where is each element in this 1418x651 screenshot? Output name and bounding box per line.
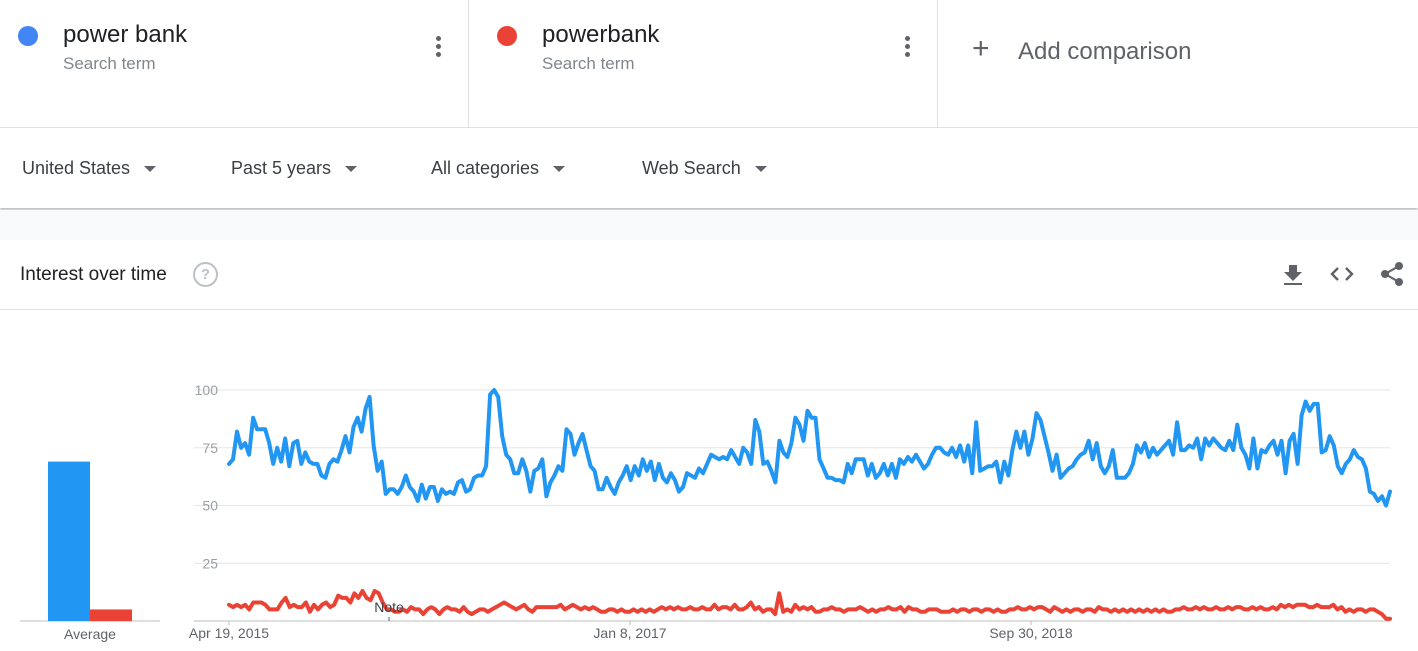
y-tick-label: 100 — [195, 382, 219, 398]
category-value: All categories — [431, 158, 540, 178]
category-dropdown[interactable]: All categories — [431, 158, 566, 179]
time-range-value: Past 5 years — [231, 158, 332, 178]
search-term-card-2[interactable]: powerbank Search term — [469, 0, 938, 127]
x-tick-label: Apr 19, 2015 — [189, 625, 269, 641]
section-gap — [0, 210, 1418, 240]
widget-title: Interest over time — [20, 264, 167, 285]
interest-over-time-chart: Average 25 50 75 100 Apr 19, 2015 Jan 8, 2017… — [20, 382, 1392, 642]
time-range-dropdown[interactable]: Past 5 years — [231, 158, 358, 179]
series-line-2 — [227, 589, 1392, 621]
average-bar-chart: Average — [20, 461, 160, 642]
more-vert-icon[interactable] — [905, 36, 911, 60]
add-comparison-label: Add comparison — [1018, 38, 1192, 65]
y-tick-label: 75 — [202, 440, 218, 456]
series-color-dot — [497, 26, 517, 46]
embed-icon[interactable] — [1328, 260, 1356, 288]
filter-bar: United States Past 5 years All categorie… — [0, 128, 1418, 208]
region-dropdown[interactable]: United States — [22, 158, 157, 179]
search-type-value: Web Search — [642, 158, 741, 178]
download-icon[interactable] — [1279, 260, 1307, 288]
more-vert-icon[interactable] — [436, 36, 442, 60]
search-term-card-1[interactable]: power bank Search term — [0, 0, 469, 127]
dropdown-arrow-icon — [345, 165, 358, 172]
search-term-name[interactable]: powerbank — [542, 21, 660, 48]
interest-over-time-widget: Interest over time ? Average 25 50 75 100 Ap… — [0, 240, 1418, 651]
y-tick-label: 50 — [202, 498, 218, 514]
series-color-dot — [18, 26, 38, 46]
series-line-1 — [227, 388, 1392, 508]
region-value: United States — [22, 158, 131, 178]
average-bar-2 — [90, 609, 132, 621]
dropdown-arrow-icon — [754, 165, 767, 172]
chart-labels: 25 50 75 100 Apr 19, 2015 Jan 8, 2017 Sep 30, … — [189, 382, 1073, 641]
add-comparison-button[interactable]: + Add comparison — [938, 0, 1418, 127]
chart-lines — [227, 388, 1392, 621]
search-term-subtitle: Search term — [63, 54, 156, 73]
dropdown-arrow-icon — [553, 165, 566, 172]
search-terms-bar: power bank Search term powerbank Search … — [0, 0, 1418, 128]
widget-divider — [0, 309, 1418, 310]
search-type-dropdown[interactable]: Web Search — [642, 158, 767, 179]
dropdown-arrow-icon — [144, 165, 157, 172]
average-bar-1 — [48, 461, 90, 621]
search-term-subtitle: Search term — [542, 54, 635, 73]
help-icon[interactable]: ? — [193, 262, 218, 287]
note-annotation: Note — [374, 599, 404, 615]
average-label: Average — [64, 626, 116, 642]
x-tick-label: Sep 30, 2018 — [989, 625, 1073, 641]
y-tick-label: 25 — [202, 555, 218, 571]
search-term-name[interactable]: power bank — [63, 21, 188, 48]
share-icon[interactable] — [1378, 260, 1406, 288]
x-tick-label: Jan 8, 2017 — [593, 625, 666, 641]
plus-icon: + — [972, 32, 990, 65]
